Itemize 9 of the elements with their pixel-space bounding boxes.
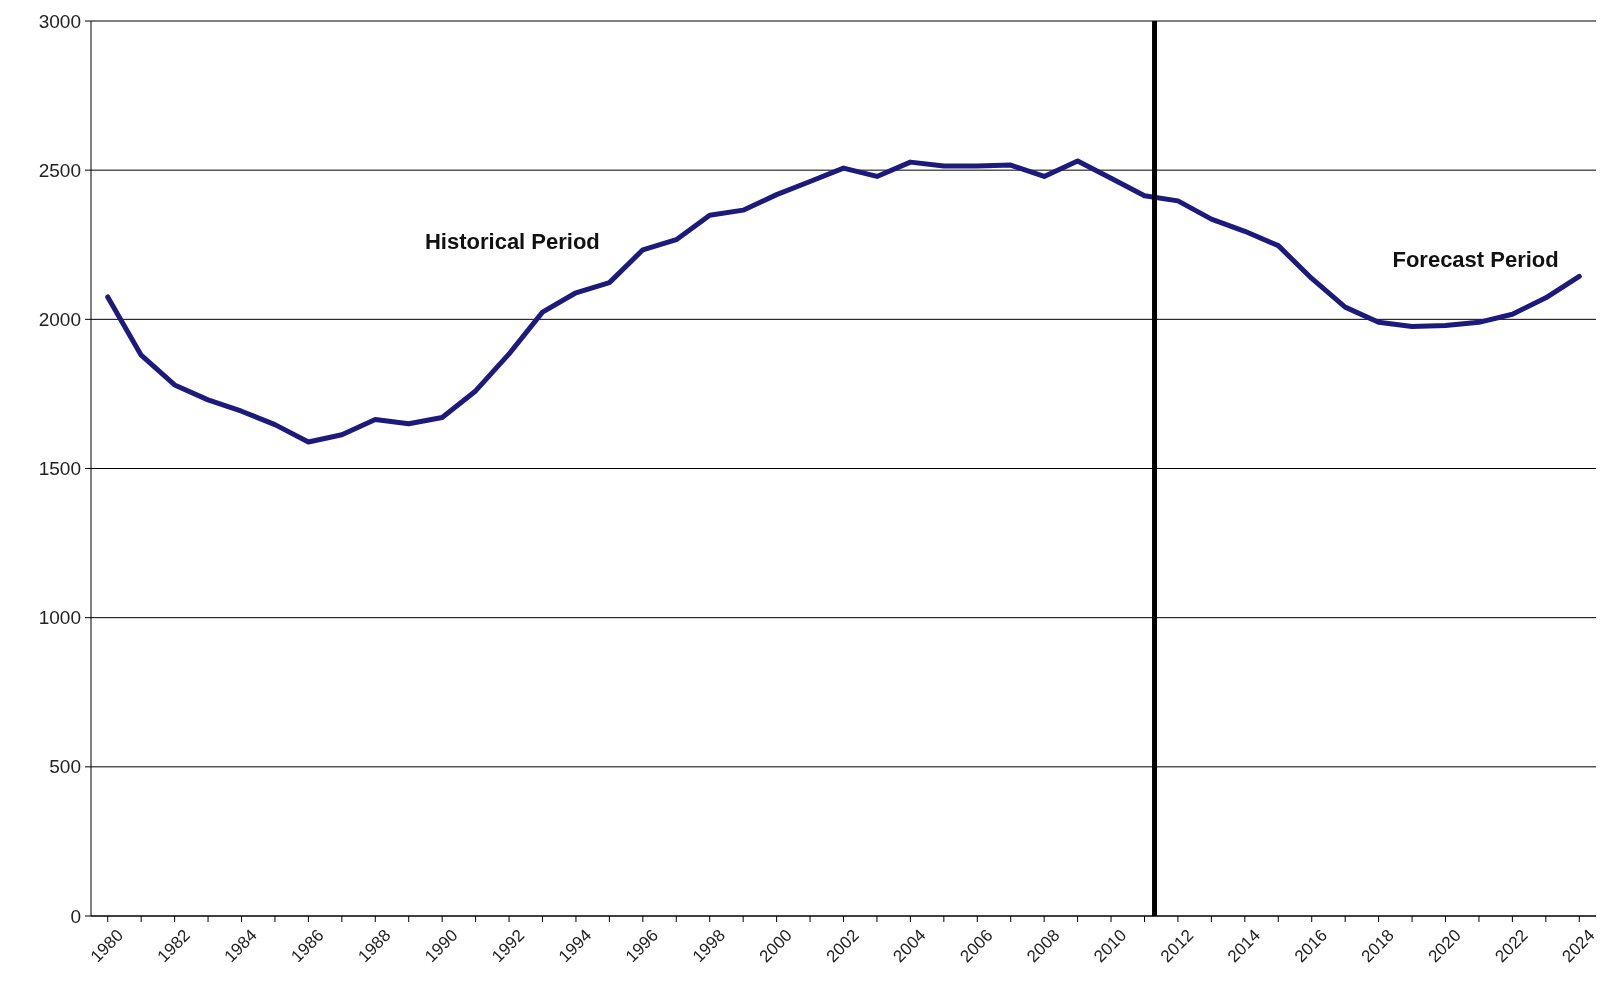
y-tick-label: 0: [70, 905, 81, 927]
y-tick-label: 3000: [38, 10, 81, 32]
y-tick-label: 1500: [38, 458, 81, 480]
y-tick-label: 2500: [38, 159, 81, 181]
y-tick-label: 1000: [38, 607, 81, 629]
y-tick-label: 500: [49, 756, 81, 778]
y-tick-label: 2000: [38, 308, 81, 330]
annotation: Forecast Period: [1392, 247, 1559, 273]
annotation: Historical Period: [424, 229, 600, 255]
